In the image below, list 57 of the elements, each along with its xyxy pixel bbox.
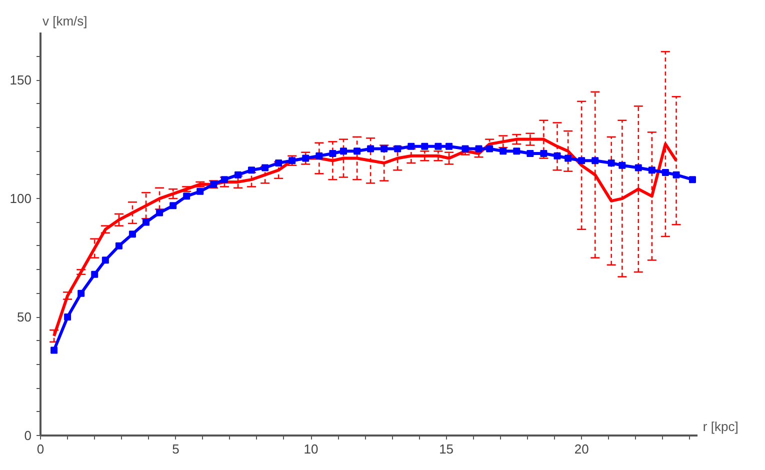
point (462, 145, 469, 152)
x-tick-label: 0 (36, 442, 44, 456)
x-tick-label: 5 (172, 442, 180, 456)
y-tick-label: 100 (10, 191, 32, 206)
point (316, 152, 323, 160)
point (329, 150, 336, 158)
point (500, 148, 507, 155)
y-tick-label: 0 (24, 428, 32, 443)
point (115, 242, 122, 250)
point (513, 148, 520, 155)
point (64, 314, 72, 321)
point (196, 188, 204, 195)
point (262, 164, 269, 172)
point (275, 159, 282, 166)
point (78, 290, 85, 297)
y-axis-title: v [km/s] (42, 14, 88, 29)
point (380, 145, 388, 152)
x-tick-label: 10 (304, 442, 318, 456)
point (592, 157, 599, 164)
point (340, 148, 348, 155)
point (170, 202, 177, 210)
point (248, 166, 256, 174)
point (486, 145, 494, 152)
point (408, 142, 415, 150)
point (540, 150, 548, 158)
point (554, 152, 561, 160)
point (50, 346, 58, 354)
y-tick-label: 50 (17, 310, 32, 325)
point (446, 142, 453, 150)
point (220, 176, 228, 184)
point (394, 145, 402, 152)
point (421, 142, 428, 150)
point (183, 192, 190, 200)
y-tick-label: 150 (10, 72, 32, 88)
point (475, 145, 482, 152)
point (564, 154, 572, 162)
point (102, 256, 109, 264)
x-tick-label: 15 (439, 442, 454, 456)
point (526, 150, 534, 158)
x-axis-title: r [kpc] (702, 419, 738, 434)
point (142, 218, 150, 226)
point (688, 176, 696, 184)
point (91, 270, 98, 278)
point (648, 166, 656, 174)
point (662, 168, 669, 176)
point (608, 159, 615, 166)
point (156, 209, 164, 216)
x-tick-label: 20 (574, 442, 589, 456)
point (367, 145, 374, 152)
point (618, 162, 626, 169)
point (354, 148, 361, 155)
point (128, 230, 136, 238)
point (302, 154, 310, 162)
point (634, 164, 642, 172)
point (234, 171, 242, 178)
point (672, 171, 680, 178)
point (578, 157, 586, 164)
